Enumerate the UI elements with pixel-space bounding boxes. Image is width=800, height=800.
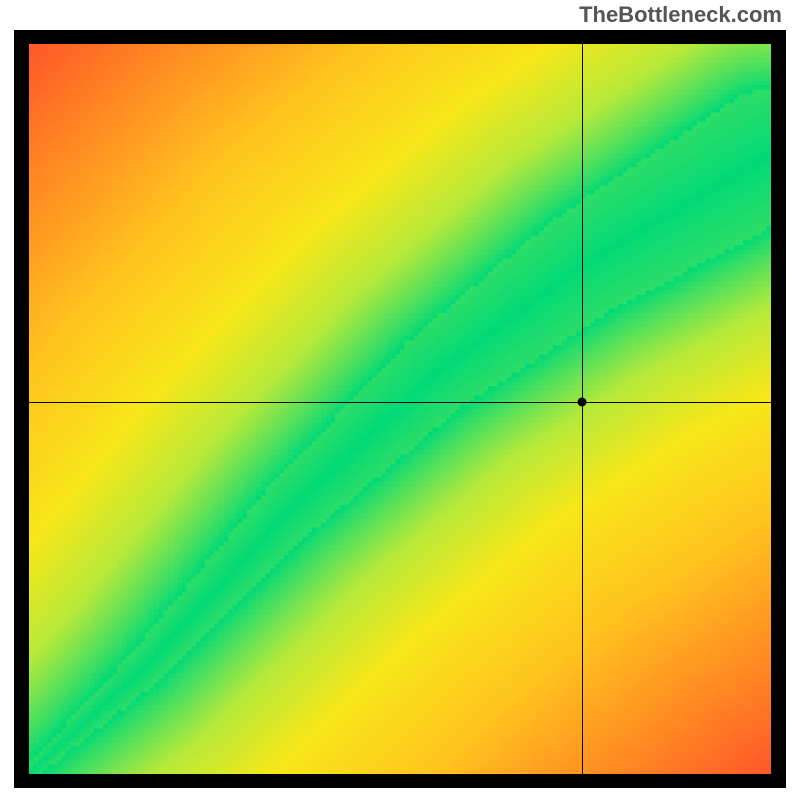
crosshair-vertical bbox=[582, 44, 583, 774]
crosshair-horizontal bbox=[29, 402, 771, 403]
figure-container: TheBottleneck.com bbox=[0, 0, 800, 800]
chart-frame bbox=[14, 30, 786, 788]
plot-area bbox=[29, 44, 771, 774]
watermark-text: TheBottleneck.com bbox=[579, 2, 782, 28]
heatmap-canvas bbox=[29, 44, 771, 774]
crosshair-marker bbox=[577, 397, 586, 406]
